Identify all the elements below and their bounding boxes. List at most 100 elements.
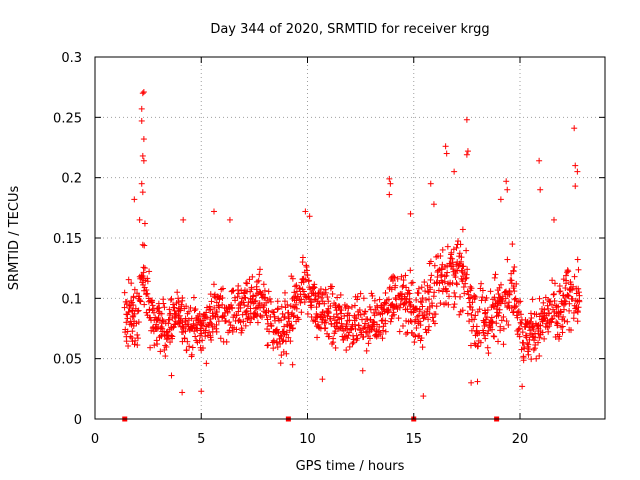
data-point	[503, 318, 510, 325]
data-point	[496, 284, 503, 291]
data-point	[353, 315, 360, 322]
data-point	[336, 303, 343, 310]
data-point	[402, 272, 409, 279]
data-point	[517, 298, 524, 305]
data-point	[207, 306, 214, 313]
data-point	[359, 367, 366, 374]
data-point	[135, 319, 142, 326]
data-point	[256, 266, 263, 273]
data-point	[443, 288, 450, 295]
data-point	[495, 290, 502, 297]
data-point	[423, 296, 430, 303]
data-point	[192, 333, 199, 340]
data-point	[425, 327, 432, 334]
data-point	[523, 332, 530, 339]
data-point	[357, 290, 364, 297]
data-point	[254, 311, 261, 318]
data-point	[335, 303, 342, 310]
data-point	[321, 312, 328, 319]
data-point	[385, 296, 392, 303]
data-point	[531, 337, 538, 344]
data-point	[464, 148, 471, 155]
data-point	[443, 272, 450, 279]
data-point	[540, 315, 547, 322]
data-point	[459, 226, 466, 233]
data-point	[459, 307, 466, 314]
data-point	[134, 308, 141, 315]
data-point	[219, 301, 226, 308]
data-point	[403, 284, 410, 291]
data-point	[485, 350, 492, 357]
data-point	[343, 321, 350, 328]
data-point	[428, 272, 435, 279]
data-point	[476, 330, 483, 337]
data-point	[297, 285, 304, 292]
data-point	[464, 310, 471, 317]
data-point	[386, 175, 393, 182]
data-point	[419, 295, 426, 302]
data-point	[263, 312, 270, 319]
data-point	[349, 340, 356, 347]
data-point	[277, 332, 284, 339]
data-point	[539, 329, 546, 336]
data-point	[322, 289, 329, 296]
data-point	[244, 316, 251, 323]
data-point	[191, 307, 198, 314]
data-point	[443, 150, 450, 157]
data-point	[325, 298, 332, 305]
data-point	[348, 303, 355, 310]
y-tick-label: 0.15	[53, 232, 82, 247]
data-point	[495, 299, 502, 306]
data-point	[513, 303, 520, 310]
data-point	[391, 274, 398, 281]
data-point	[515, 298, 522, 305]
data-point	[571, 273, 578, 280]
data-point	[271, 313, 278, 320]
data-point	[409, 279, 416, 286]
y-tick-label: 0.3	[61, 51, 82, 66]
data-point	[475, 343, 482, 350]
data-point	[487, 288, 494, 295]
data-point	[207, 334, 214, 341]
data-point	[451, 168, 458, 175]
data-point	[208, 298, 215, 305]
data-point	[293, 297, 300, 304]
data-point	[570, 315, 577, 322]
data-point	[407, 317, 414, 324]
x-tick-label: 10	[299, 432, 316, 447]
data-point	[459, 268, 466, 275]
data-point	[261, 287, 268, 294]
data-point	[382, 320, 389, 327]
x-tick-label: 20	[512, 432, 529, 447]
data-point	[239, 295, 246, 302]
data-point	[240, 290, 247, 297]
data-point	[360, 325, 367, 332]
data-point	[290, 312, 297, 319]
data-point	[484, 330, 491, 337]
data-point	[427, 276, 434, 283]
data-point	[373, 333, 380, 340]
data-point	[341, 313, 348, 320]
data-point	[138, 180, 145, 187]
data-point	[223, 305, 230, 312]
data-point	[536, 295, 543, 302]
data-point	[469, 299, 476, 306]
data-point	[327, 315, 334, 322]
data-point	[266, 295, 273, 302]
data-point	[560, 313, 567, 320]
data-point	[393, 302, 400, 309]
data-point	[514, 309, 521, 316]
data-point	[424, 282, 431, 289]
data-point	[268, 323, 275, 330]
data-point	[516, 325, 523, 332]
data-point	[143, 287, 150, 294]
data-point	[488, 314, 495, 321]
data-point	[510, 268, 517, 275]
data-point	[553, 319, 560, 326]
data-point	[143, 309, 150, 316]
data-point	[493, 320, 500, 327]
data-point	[404, 306, 411, 313]
data-point	[382, 300, 389, 307]
data-point	[168, 332, 175, 339]
